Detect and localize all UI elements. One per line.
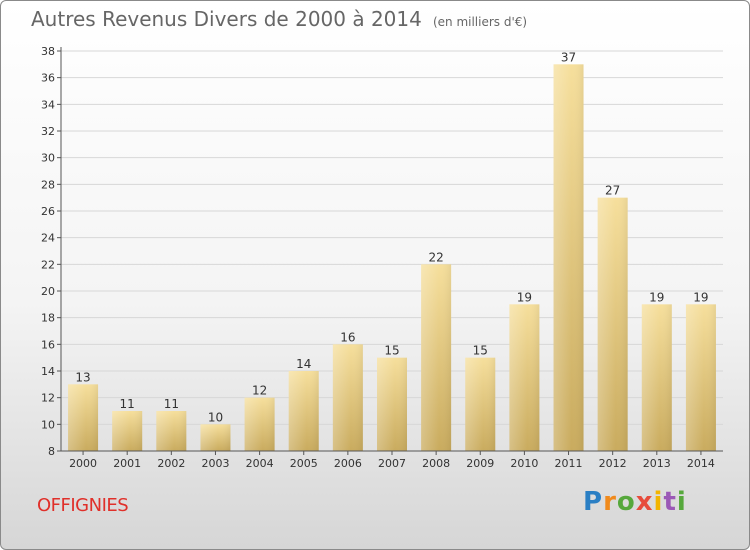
data-label: 12 <box>252 384 267 398</box>
x-tick-label: 2005 <box>290 457 318 470</box>
bars <box>68 64 716 452</box>
bar-shade <box>244 397 275 451</box>
logo-letter: i <box>653 487 664 517</box>
y-tick-label: 18 <box>41 312 55 325</box>
data-label: 15 <box>473 344 488 358</box>
location-name: OFFIGNIES <box>37 495 129 516</box>
x-tick-label: 2009 <box>466 457 494 470</box>
data-label: 15 <box>384 344 399 358</box>
logo-letter: t <box>663 487 677 517</box>
data-label: 19 <box>693 290 708 304</box>
x-tick-label: 2010 <box>510 457 538 470</box>
logo-letter: o <box>616 487 636 517</box>
bar-shade <box>553 64 584 452</box>
axes <box>57 47 723 455</box>
y-tick-label: 10 <box>41 418 55 431</box>
chart-title: Autres Revenus Divers de 2000 à 2014 (en… <box>31 7 527 31</box>
y-tick-label: 16 <box>41 338 55 351</box>
bar-shade <box>597 197 628 451</box>
y-tick-label: 24 <box>41 232 55 245</box>
y-tick-label: 12 <box>41 392 55 405</box>
x-tick-label: 2006 <box>334 457 362 470</box>
y-tick-label: 32 <box>41 125 55 138</box>
data-label: 14 <box>296 357 311 371</box>
data-label: 16 <box>340 330 355 344</box>
y-tick-label: 14 <box>41 365 55 378</box>
x-tick-label: 2013 <box>643 457 671 470</box>
x-tick-label: 2001 <box>113 457 141 470</box>
data-label: 19 <box>517 290 532 304</box>
y-tick-label: 22 <box>41 258 55 271</box>
data-label: 11 <box>120 397 135 411</box>
x-tick-label: 2000 <box>69 457 97 470</box>
y-tick-label: 8 <box>48 445 55 458</box>
bar-shade <box>465 357 496 451</box>
data-label: 11 <box>164 397 179 411</box>
x-tick-label: 2011 <box>555 457 583 470</box>
bar-shade <box>685 304 716 451</box>
bar-shade <box>288 371 319 451</box>
bar-shade <box>200 424 231 451</box>
bar-shade <box>377 357 407 451</box>
logo-letter: x <box>635 487 654 517</box>
proxiti-logo: Proxiti <box>583 487 687 517</box>
logo-letter: P <box>583 487 604 517</box>
x-tick-label: 2002 <box>157 457 185 470</box>
y-tick-label: 20 <box>41 285 55 298</box>
bar-shade <box>112 411 143 451</box>
x-tick-label: 2012 <box>599 457 627 470</box>
bar-shade <box>156 411 187 451</box>
y-tick-label: 36 <box>41 72 55 85</box>
bar-shade <box>509 304 540 451</box>
bar-shade <box>421 264 452 451</box>
data-label: 22 <box>428 250 443 264</box>
labels: 8 10 12 14 16 18 20 22 24 26 28 30 32 34 36 38 13 2000 11 2… <box>41 45 715 470</box>
x-tick-label: 2004 <box>246 457 274 470</box>
x-tick-label: 2008 <box>422 457 450 470</box>
bar-shade <box>332 344 363 451</box>
data-label: 13 <box>75 370 90 384</box>
y-tick-label: 34 <box>41 98 55 111</box>
bar-shade <box>641 304 672 451</box>
logo-letter: i <box>676 487 687 517</box>
bar-shade <box>68 384 99 451</box>
data-label: 27 <box>605 184 620 198</box>
x-tick-label: 2007 <box>378 457 406 470</box>
logo-letter: r <box>603 487 617 517</box>
chart-title-main: Autres Revenus Divers de 2000 à 2014 <box>31 7 422 31</box>
y-tick-label: 30 <box>41 152 55 165</box>
x-tick-label: 2003 <box>201 457 229 470</box>
y-tick-label: 26 <box>41 205 55 218</box>
y-tick-label: 38 <box>41 45 55 58</box>
data-label: 37 <box>561 50 576 64</box>
x-tick-label: 2014 <box>687 457 715 470</box>
y-tick-label: 28 <box>41 178 55 191</box>
data-label: 10 <box>208 410 223 424</box>
data-label: 19 <box>649 290 664 304</box>
chart-title-unit: (en milliers d'€) <box>432 15 528 29</box>
